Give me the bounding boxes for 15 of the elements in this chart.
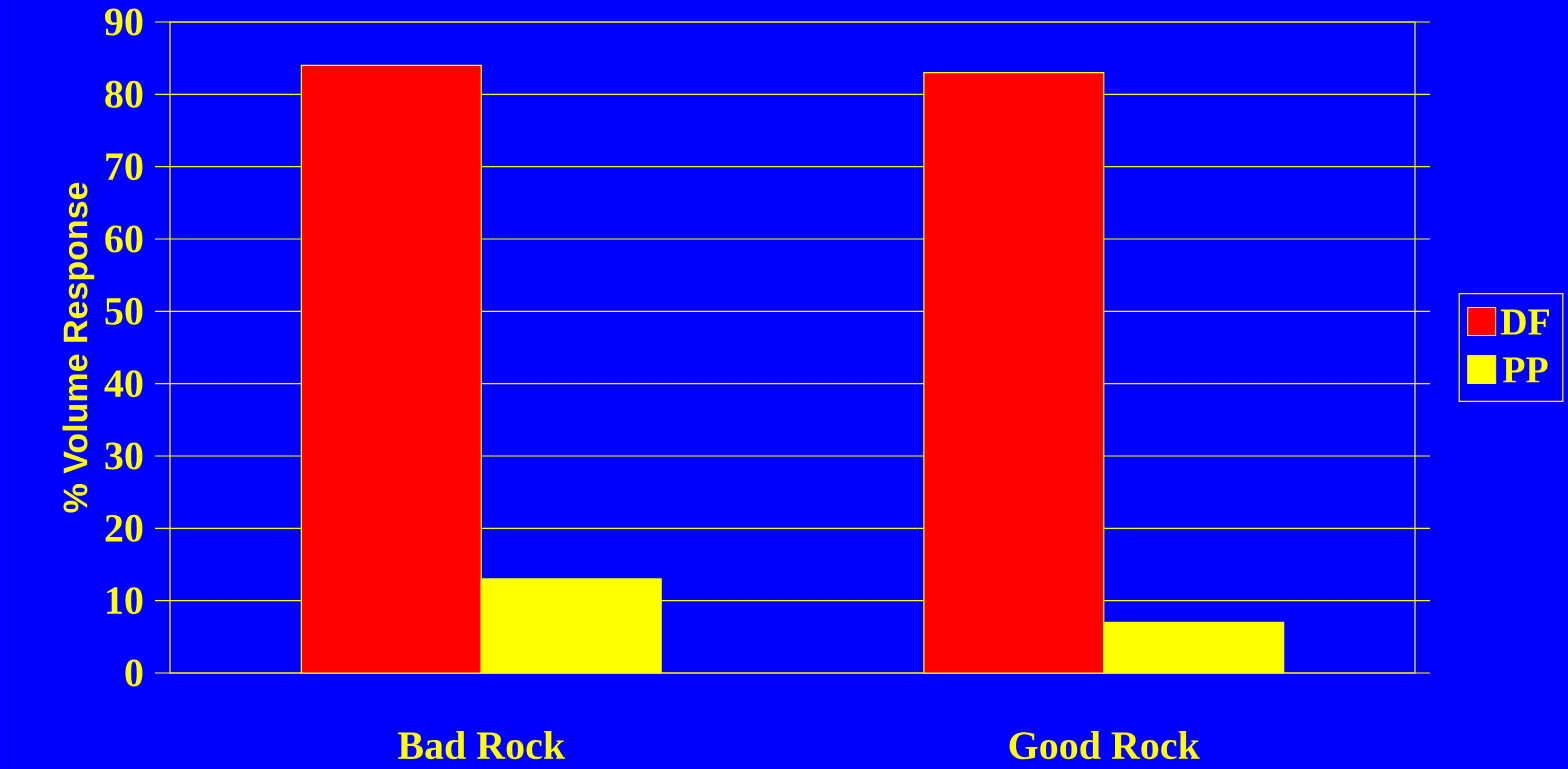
y-tick-label: 60 xyxy=(105,225,143,253)
y-tick-label: 70 xyxy=(106,153,143,181)
legend-label: DF xyxy=(1500,309,1550,335)
legend-label: PP xyxy=(1502,357,1548,383)
y-tick-label: 90 xyxy=(105,8,143,36)
y-tick-label: 0 xyxy=(125,659,143,687)
x-tick-label: Bad Rock xyxy=(398,731,566,760)
y-tick-label: 20 xyxy=(105,514,143,542)
y-tick-label: 50 xyxy=(105,297,143,325)
y-axis-title: % Volume Response xyxy=(62,182,95,513)
y-tick-label: 80 xyxy=(105,80,143,108)
x-tick-label: Good Rock xyxy=(1009,731,1200,760)
y-tick-label: 40 xyxy=(104,370,143,398)
y-tick-label: 30 xyxy=(105,442,143,470)
y-tick-label: 10 xyxy=(107,587,143,615)
